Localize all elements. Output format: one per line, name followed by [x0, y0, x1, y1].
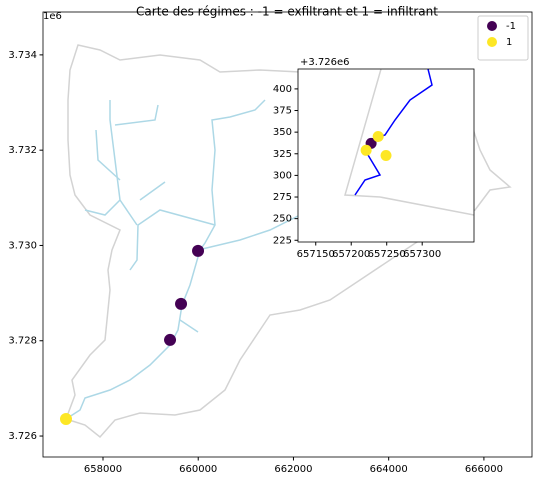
y-tick-label: 3.726 [8, 431, 37, 442]
y-tick-label: 3.728 [8, 336, 37, 347]
legend-box [477, 15, 529, 61]
point [192, 244, 205, 257]
x-tick-label: 660000 [179, 464, 217, 475]
y-tick-label: 225 [273, 235, 292, 246]
y-tick-label: 350 [273, 127, 292, 138]
offset-label: 1e6 [43, 11, 62, 22]
y-tick-label: 3.730 [8, 240, 37, 251]
chart-title: Carte des régimes : -1 = exfiltrant et 1… [136, 5, 438, 19]
offset-label: +3.726e6 [300, 57, 350, 68]
y-tick-label: 400 [273, 84, 292, 95]
axes-frame [42, 11, 533, 458]
y-tick-label: 250 [273, 214, 292, 225]
y-tick-label: 275 [273, 192, 292, 203]
point [360, 144, 372, 156]
main-layer: 658000 660000 662000 664000 666000 3.726 3.728… [8, 11, 533, 475]
x-tick-label: 657200 [332, 249, 370, 260]
y-tick-label: 325 [273, 149, 292, 160]
y-tick-label: 3.732 [8, 145, 37, 156]
main-map [65, 44, 512, 439]
rivers [65, 99, 301, 420]
x-tick-label: 662000 [274, 464, 312, 475]
y-tick-label: 300 [273, 170, 292, 181]
legend-label: -1 [506, 21, 516, 32]
x-tick-label: 657150 [297, 249, 335, 260]
legend-marker [487, 37, 497, 47]
y-tick-label: 3.734 [8, 50, 37, 61]
boundary [344, 69, 474, 216]
point [380, 150, 392, 161]
x-tick-label: 657300 [403, 249, 441, 260]
point [164, 333, 177, 346]
point [59, 413, 72, 426]
x-tick-label: 666000 [465, 464, 503, 475]
x-tick-label: 657250 [368, 249, 406, 260]
legend-label: 1 [506, 37, 512, 48]
x-tick-label: 658000 [84, 464, 122, 475]
y-tick-label: 375 [273, 106, 292, 117]
axes-frame [297, 68, 475, 243]
x-tick-label: 664000 [370, 464, 408, 475]
point [175, 297, 188, 310]
legend-marker [487, 21, 497, 31]
point [372, 130, 384, 142]
